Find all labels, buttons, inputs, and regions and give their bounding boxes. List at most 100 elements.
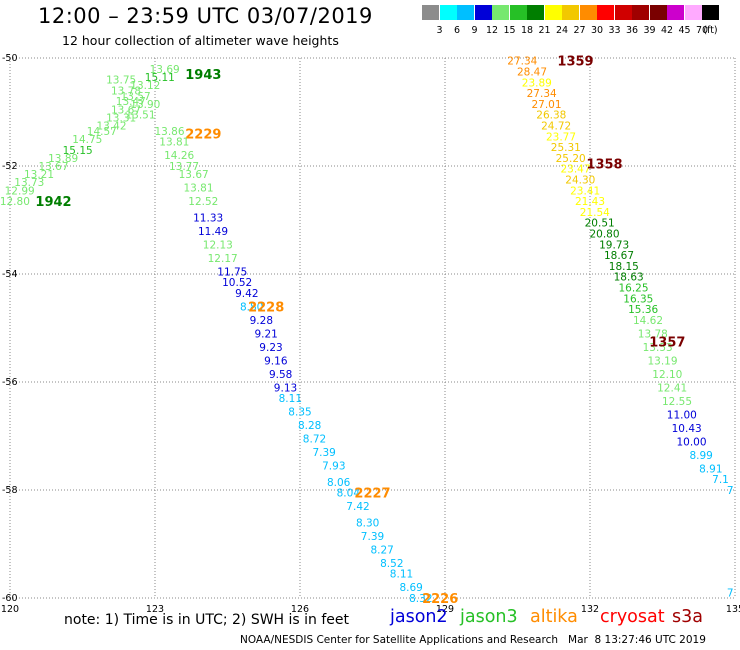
wave-height-value: 12.41 bbox=[657, 382, 687, 394]
wave-height-value: 10.43 bbox=[672, 423, 702, 435]
wave-height-value: 27.34 bbox=[507, 56, 537, 68]
wave-height-value: 11.00 bbox=[667, 409, 697, 421]
satellite-name-s3a: s3a bbox=[672, 607, 703, 627]
scale-swatch bbox=[562, 5, 579, 20]
scale-swatch bbox=[597, 5, 614, 20]
wave-height-value: 12.52 bbox=[188, 196, 218, 208]
wave-height-value: 20.51 bbox=[585, 218, 615, 230]
wave-height-value: 13.67 bbox=[111, 104, 141, 116]
wave-height-value: 23.47 bbox=[560, 164, 590, 176]
lon-tick-label: 126 bbox=[291, 604, 309, 615]
wave-height-value: 11.33 bbox=[193, 212, 223, 224]
wave-height-value: 13.89 bbox=[48, 153, 78, 165]
lon-tick-label: 123 bbox=[146, 604, 164, 615]
wave-height-value: 7.1 bbox=[712, 474, 729, 486]
wave-height-value: 10.52 bbox=[222, 277, 252, 289]
wave-height-value: 9.21 bbox=[254, 328, 277, 340]
scale-swatch bbox=[614, 5, 632, 20]
pass-id-label: 2228 bbox=[248, 300, 284, 315]
wave-height-value: 13.77 bbox=[169, 161, 199, 173]
satellite-name-jason2: jason2 bbox=[390, 607, 448, 627]
wave-height-value: 8.11 bbox=[279, 393, 302, 405]
scale-label: 3 bbox=[436, 25, 443, 36]
scale-label: 12 bbox=[485, 25, 499, 36]
lat-tick-label: -56 bbox=[2, 377, 18, 388]
wave-height-value: 9.42 bbox=[235, 288, 258, 300]
lat-tick-label: -58 bbox=[2, 485, 18, 496]
wave-height-value: 8.30 bbox=[356, 517, 379, 529]
scale-swatch bbox=[649, 5, 667, 20]
pass-id-label: 1359 bbox=[557, 55, 593, 70]
wave-height-value: 25.31 bbox=[551, 142, 581, 154]
lat-tick-label: -60 bbox=[2, 593, 18, 604]
scale-label: 36 bbox=[625, 25, 639, 36]
wave-height-value: 16.25 bbox=[618, 283, 648, 295]
wave-height-value: 23.89 bbox=[522, 77, 552, 89]
wave-height-value: 15.36 bbox=[628, 304, 658, 316]
wave-height-value: 25.20 bbox=[556, 153, 586, 165]
wave-height-value: 13.73 bbox=[14, 177, 44, 189]
wave-height-value: 11.75 bbox=[217, 266, 247, 278]
scale-unit: (ft) bbox=[703, 25, 718, 36]
wave-height-value: 7.39 bbox=[312, 447, 335, 459]
scale-label: 21 bbox=[538, 25, 551, 36]
pass-id-label: 2229 bbox=[185, 128, 221, 143]
lat-tick-label: -50 bbox=[2, 53, 18, 64]
scale-swatch bbox=[509, 5, 527, 20]
scale-label: 6 bbox=[453, 25, 461, 36]
wave-height-value: 8.04 bbox=[337, 488, 361, 500]
wave-height-value: 16.35 bbox=[623, 293, 653, 305]
wave-height-value: 13.51 bbox=[125, 110, 155, 122]
scale-swatch bbox=[684, 5, 702, 20]
wave-height-value: 10.00 bbox=[676, 436, 706, 448]
scale-swatch bbox=[544, 5, 562, 20]
wave-height-value: 8.72 bbox=[303, 434, 326, 446]
wave-height-value: 13.69 bbox=[150, 64, 180, 76]
scale-label: 15 bbox=[503, 25, 516, 36]
wave-height-value: 21.43 bbox=[575, 196, 605, 208]
wave-height-value: 8.69 bbox=[399, 582, 422, 594]
wave-height-value: 12.55 bbox=[662, 396, 692, 408]
lon-tick-label: 132 bbox=[581, 604, 599, 615]
wave-height-value: 7.93 bbox=[322, 461, 345, 473]
satellite-name-cryosat: cryosat bbox=[600, 607, 665, 627]
wave-height-value: 8.32 bbox=[409, 593, 432, 605]
wave-height-value: 8.91 bbox=[699, 463, 722, 475]
lon-tick-label: 120 bbox=[1, 604, 19, 615]
wave-height-value: 9.13 bbox=[274, 382, 297, 394]
wave-height-value: 15.15 bbox=[63, 145, 93, 157]
wave-height-value: 12.13 bbox=[203, 239, 233, 251]
wave-height-value: 13.67 bbox=[38, 161, 68, 173]
satellite-name-altika: altika bbox=[530, 607, 578, 627]
wave-height-value: 18.63 bbox=[614, 272, 644, 284]
wave-height-value: 8.80 bbox=[240, 301, 263, 313]
lat-tick-label: -54 bbox=[2, 269, 18, 280]
map-title: 12:00 – 23:59 UTC 03/07/2019 bbox=[38, 4, 373, 28]
wave-height-value: 8.28 bbox=[298, 420, 321, 432]
wave-height-value: 11.49 bbox=[198, 226, 228, 238]
scale-swatch bbox=[474, 5, 492, 20]
wave-height-value: 15.11 bbox=[145, 72, 175, 84]
wave-height-value: 13.12 bbox=[130, 80, 160, 92]
scale-swatch bbox=[492, 5, 509, 20]
wave-height-value: 13.31 bbox=[106, 112, 136, 124]
wave-height-value: 28.47 bbox=[517, 67, 547, 79]
wave-height-value: 14.75 bbox=[72, 134, 102, 146]
wave-height-value: 20.80 bbox=[589, 229, 619, 241]
wave-height-value: 14.57 bbox=[87, 126, 117, 138]
pass-id-label: 1358 bbox=[586, 157, 622, 172]
scale-label: 30 bbox=[590, 25, 604, 36]
scale-label: 39 bbox=[643, 25, 656, 36]
scale-label: 45 bbox=[678, 25, 691, 36]
scale-swatch bbox=[667, 5, 684, 20]
scale-label: 42 bbox=[660, 25, 674, 36]
footer-credit: NOAA/NESDIS Center for Satellite Applica… bbox=[240, 634, 706, 646]
lat-tick-label: -52 bbox=[2, 161, 18, 172]
wave-height-value: 12.99 bbox=[5, 185, 35, 197]
wave-height-value: 13.57 bbox=[121, 91, 151, 103]
wave-height-value: 12.80 bbox=[0, 196, 30, 208]
scale-label: 9 bbox=[471, 25, 478, 36]
map-subtitle: 12 hour collection of altimeter wave hei… bbox=[62, 33, 339, 48]
